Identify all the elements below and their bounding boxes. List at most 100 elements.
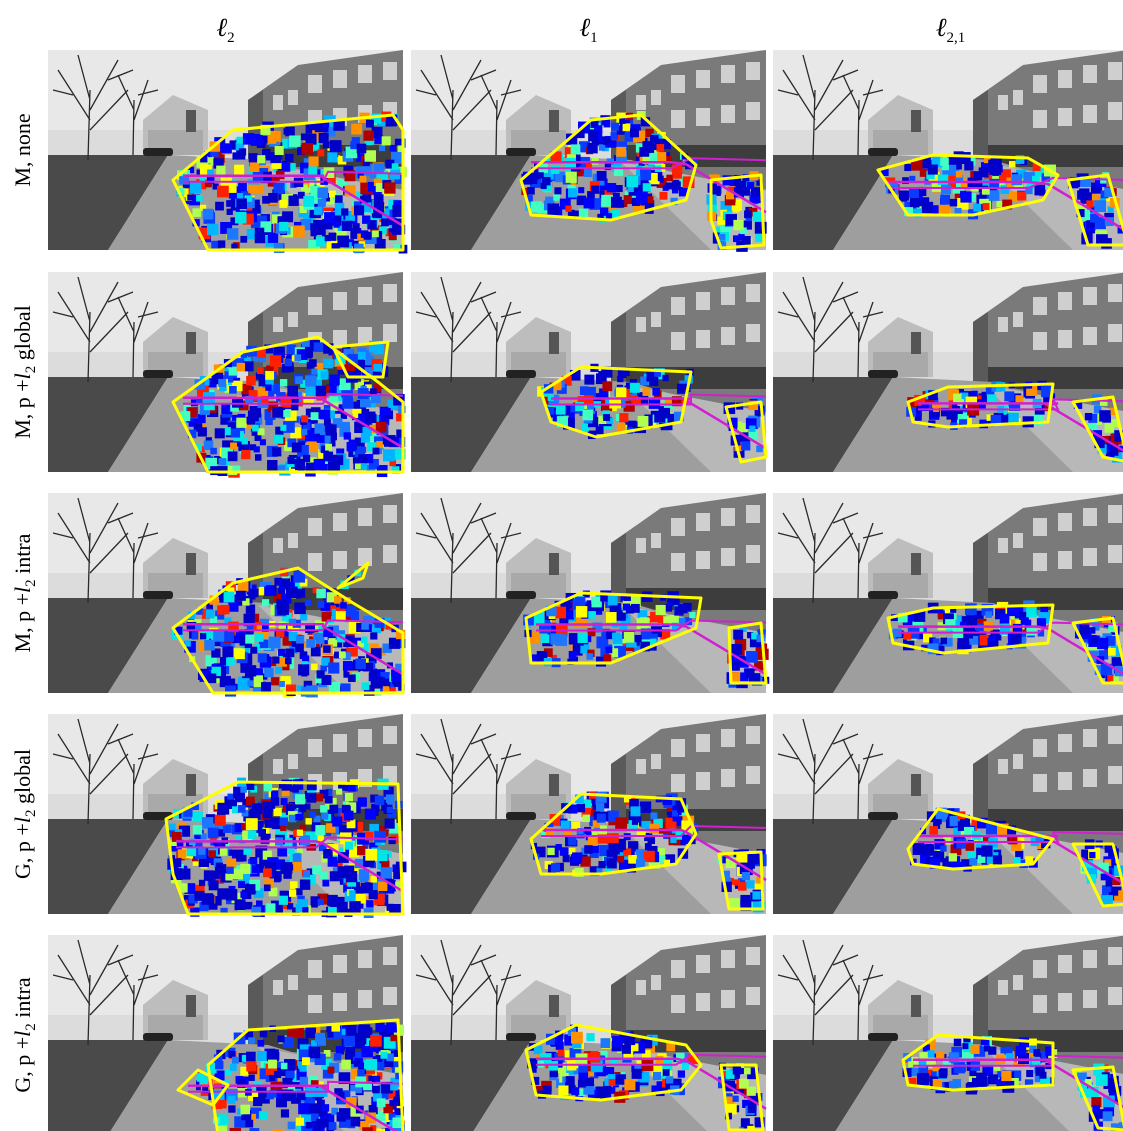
heat-cell <box>584 395 594 405</box>
heat-cell <box>351 124 362 135</box>
panel <box>773 493 1123 693</box>
heat-cell <box>971 391 977 397</box>
heat-cell <box>286 586 298 598</box>
heat-cell <box>287 386 298 397</box>
heat-cell <box>296 635 304 643</box>
heat-cell <box>1099 410 1110 421</box>
panel <box>48 272 406 478</box>
heat-cell <box>193 825 202 834</box>
heat-cell <box>290 881 298 889</box>
heat-cell <box>237 363 245 371</box>
heat-cell <box>240 1105 250 1115</box>
heat-cell <box>968 851 975 858</box>
heat-cell <box>599 144 605 150</box>
heat-cell <box>225 685 236 696</box>
heat-cell <box>293 225 305 237</box>
heat-cell <box>330 871 340 881</box>
heat-cell <box>361 622 369 630</box>
heat-cell <box>301 429 307 435</box>
heat-cell <box>267 1049 279 1061</box>
heat-cell <box>638 416 649 427</box>
heat-cell <box>949 1052 959 1062</box>
heat-cell <box>390 1035 396 1041</box>
heat-cell <box>388 1024 397 1033</box>
heat-cell <box>295 376 303 384</box>
heat-cell <box>568 188 577 197</box>
heat-cell <box>358 797 367 806</box>
heat-cell <box>563 855 570 862</box>
heat-cell <box>292 443 302 453</box>
heat-cell <box>616 147 626 157</box>
heat-cell <box>379 145 385 151</box>
street-image <box>411 935 766 1131</box>
heat-cell <box>268 135 277 144</box>
heat-cell <box>301 415 308 422</box>
heat-cell <box>247 680 253 686</box>
heat-cell <box>922 202 933 213</box>
heat-cell <box>1009 161 1015 167</box>
heat-cell <box>268 233 278 243</box>
heat-cell <box>928 165 938 175</box>
row-label: M, p +l2 intra <box>10 533 39 652</box>
heat-cell <box>238 805 246 813</box>
heat-cell <box>280 425 286 431</box>
heat-cell <box>645 843 652 850</box>
heat-cell <box>619 413 628 422</box>
heat-cell <box>354 205 364 215</box>
heat-cell <box>353 457 359 463</box>
heat-cell <box>363 130 373 140</box>
heat-cell <box>558 1085 568 1095</box>
heat-cell <box>321 675 331 685</box>
row-label-subscript: 2 <box>23 579 39 587</box>
heat-cell <box>296 1118 304 1126</box>
heat-cell <box>305 349 313 357</box>
heat-cell <box>229 386 237 394</box>
heat-cell <box>742 872 750 880</box>
heat-cell <box>341 1060 351 1070</box>
heat-cell <box>547 848 554 855</box>
column-header: ℓ1 <box>579 13 597 46</box>
heat-cell <box>365 809 376 820</box>
heat-cell <box>288 1122 296 1130</box>
heat-cell <box>745 669 754 678</box>
heat-cell <box>632 181 638 187</box>
heat-cell <box>565 206 571 212</box>
heat-cell <box>345 1047 355 1057</box>
heat-cell <box>225 873 232 880</box>
heat-cell <box>751 187 760 196</box>
heat-cell <box>617 423 626 432</box>
heat-cell <box>917 1073 929 1085</box>
heat-cell <box>1091 637 1098 644</box>
heat-cell <box>374 1076 380 1082</box>
panel <box>411 272 766 472</box>
heat-cell <box>377 850 388 861</box>
heat-cell <box>586 653 593 660</box>
heat-cell <box>1034 185 1045 196</box>
heat-cell <box>733 235 739 241</box>
heat-cell <box>556 405 565 414</box>
heat-cell <box>584 375 594 385</box>
heat-cell <box>199 880 205 886</box>
heat-cell <box>246 605 255 614</box>
heat-cell <box>606 1067 614 1075</box>
heat-cell <box>252 803 263 814</box>
heat-cell <box>597 171 607 181</box>
heat-cell <box>335 195 343 203</box>
heat-cell <box>938 175 948 185</box>
heat-cell <box>753 212 763 222</box>
heat-cell <box>337 897 344 904</box>
heat-cell <box>245 902 253 910</box>
heat-cell <box>981 845 992 856</box>
heat-cell <box>376 422 387 433</box>
heat-cell <box>267 460 277 470</box>
heat-cell <box>390 145 396 151</box>
heat-cell <box>272 656 279 663</box>
heat-cell <box>220 676 231 687</box>
heat-cell <box>215 1061 223 1069</box>
heat-cell <box>576 606 587 617</box>
heat-cell <box>339 651 346 658</box>
heat-cell <box>298 664 309 675</box>
street-image <box>411 272 766 472</box>
heat-cell <box>953 394 962 403</box>
heat-cell <box>332 817 342 827</box>
